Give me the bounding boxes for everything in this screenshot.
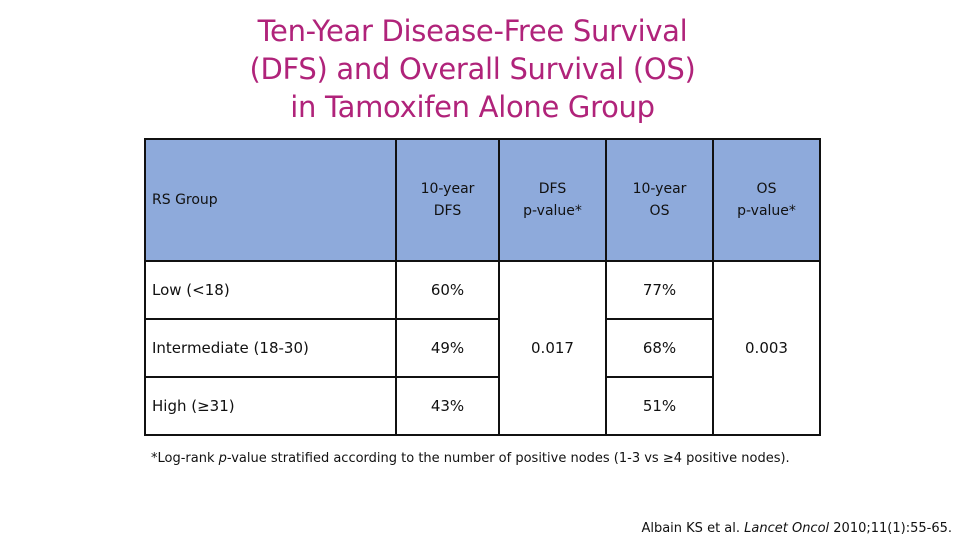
header-10yr-dfs: 10-year DFS	[395, 138, 500, 262]
citation-details: 2010;11(1):55-65.	[829, 521, 952, 536]
header-rs-group: RS Group	[144, 138, 397, 262]
os-value-cell: 68%	[605, 318, 714, 378]
dfs-value-cell: 43%	[395, 376, 500, 436]
header-os-p-line-2: p-value*	[737, 203, 796, 219]
table-row: High (≥31) 43% 51%	[144, 376, 820, 436]
header-10yr-dfs-line-2: DFS	[433, 203, 462, 219]
footnote-prefix: *Log-rank	[151, 451, 219, 466]
os-value-cell: 77%	[605, 260, 714, 320]
footnote-suffix: -value stratified according to the numbe…	[226, 451, 790, 466]
title-line-2: (DFS) and Overall Survival (OS)	[249, 52, 696, 86]
header-os-p-line-1: OS	[756, 181, 777, 197]
header-dfs-p-line-2: p-value*	[523, 203, 582, 219]
dfs-p-value-cell: 0.017	[498, 260, 607, 436]
rs-group-cell: Low (<18)	[144, 260, 397, 320]
rs-group-cell: Intermediate (18-30)	[144, 318, 397, 378]
table-header-row: RS Group 10-year DFS DFS p-value* 10-yea…	[144, 138, 821, 262]
header-os-p-value: OS p-value*	[712, 138, 821, 262]
header-dfs-p-line-1: DFS	[538, 181, 567, 197]
header-10yr-os-line-2: OS	[649, 203, 670, 219]
slide-title: Ten-Year Disease-Free Survival (DFS) and…	[200, 12, 745, 126]
header-10yr-os-line-1: 10-year	[632, 181, 687, 197]
dfs-value-cell: 60%	[395, 260, 500, 320]
citation-journal: Lancet Oncol	[744, 521, 830, 536]
table-row: Low (<18) 60% 0.017 77% 0.003	[144, 260, 821, 436]
os-value-cell: 51%	[605, 376, 714, 436]
table-row: Intermediate (18-30) 49% 68%	[144, 318, 820, 378]
rs-group-cell: High (≥31)	[144, 376, 397, 436]
citation: Albain KS et al. Lancet Oncol 2010;11(1)…	[641, 520, 952, 537]
header-10yr-os: 10-year OS	[605, 138, 714, 262]
footnote-italic-p: p	[218, 451, 227, 466]
dfs-value-cell: 49%	[395, 318, 500, 378]
survival-table: RS Group 10-year DFS DFS p-value* 10-yea…	[144, 138, 821, 436]
footnote: *Log-rank p-value stratified according t…	[151, 450, 811, 467]
title-line-1: Ten-Year Disease-Free Survival	[257, 14, 688, 48]
os-p-value-cell: 0.003	[712, 260, 821, 436]
header-dfs-p-value: DFS p-value*	[498, 138, 607, 262]
header-10yr-dfs-line-1: 10-year	[420, 181, 475, 197]
citation-authors: Albain KS et al.	[641, 521, 745, 536]
title-line-3: in Tamoxifen Alone Group	[290, 90, 655, 124]
